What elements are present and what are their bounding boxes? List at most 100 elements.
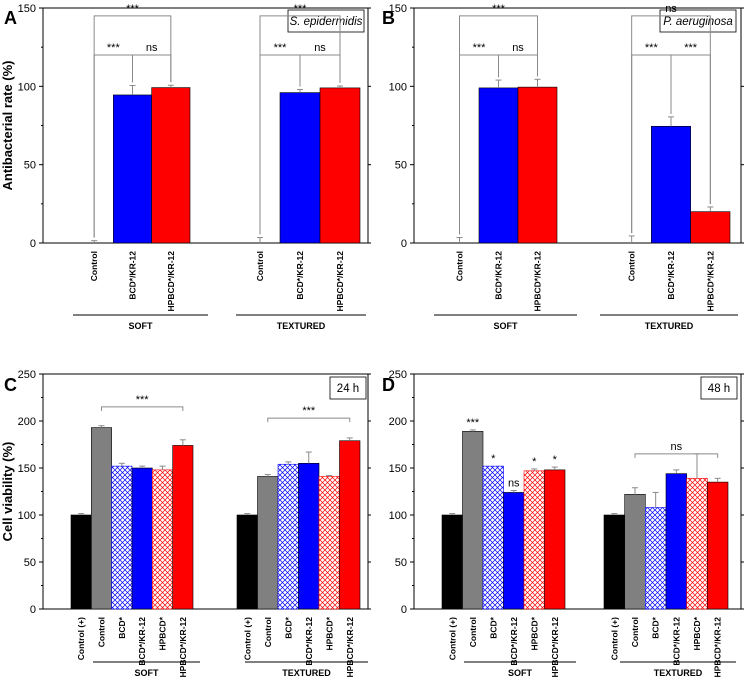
x-tick-label: BCD*/KR-12 [494, 251, 504, 300]
group-label: SOFT [135, 668, 160, 678]
significance-bracket [267, 417, 351, 423]
significance-label: ns [665, 3, 677, 15]
bar [236, 514, 258, 610]
title-box [329, 376, 367, 400]
x-tick-label: HPBCD*/KR-12 [713, 617, 723, 678]
bar [172, 445, 194, 610]
bar [517, 86, 558, 244]
x-tick-label: HPBCD*/KR-12 [533, 251, 543, 312]
significance-bracket [132, 54, 172, 83]
x-tick-label: HPBCD*/KR-12 [550, 617, 560, 678]
bar [651, 125, 691, 244]
y-tick-label: 50 [24, 160, 36, 172]
bar [686, 478, 708, 610]
bar [441, 514, 463, 610]
bar [523, 470, 545, 610]
group-label: TEXTURED [282, 668, 331, 678]
group-label: SOFT [494, 321, 519, 331]
bar [257, 476, 279, 610]
x-tick-label: Control [627, 251, 637, 281]
x-tick-label: BCD*/KR-12 [295, 251, 305, 300]
significance-label: *** [684, 42, 698, 54]
x-tick-label: HPBCD* [324, 616, 334, 650]
bar [279, 92, 321, 244]
y-tick-label: 0 [30, 604, 36, 616]
x-tick-label: HPBCD* [158, 616, 168, 650]
y-tick-label: 200 [18, 416, 36, 428]
y-tick-label: 0 [401, 238, 407, 250]
bar [624, 494, 646, 610]
panel-c: C 0 50 100 150 200 250 Cell viability (%) 24 h Co… [0, 369, 371, 678]
x-tick-label: Control [89, 251, 99, 281]
bar [298, 462, 320, 610]
bar [91, 427, 112, 610]
significance-label: ns [512, 42, 524, 54]
bar [544, 469, 566, 610]
y-tick-label: 250 [18, 369, 36, 381]
x-tick-label: Control [263, 617, 273, 647]
significance-label: ns [508, 478, 520, 490]
significance-label: * [553, 454, 558, 466]
y-tick-label: 100 [389, 510, 407, 522]
x-tick-label: Control (+) [609, 617, 619, 660]
chart-title: P. aeruginosa [663, 16, 732, 28]
x-tick-label: HPBCD*/KR-12 [345, 617, 355, 678]
y-tick-label: 150 [18, 3, 36, 15]
significance-label: *** [302, 405, 316, 417]
group-label: TEXTURED [277, 321, 326, 331]
x-tick-label: BCD* [283, 616, 293, 638]
y-tick-label: 0 [30, 238, 36, 250]
panel-b: B 0 50 100 150 P. aeruginosa Control BCD*/KR-12… [382, 3, 744, 331]
bar [131, 467, 153, 610]
bar [603, 514, 625, 610]
x-tick-label: BCD*/KR-12 [509, 617, 519, 666]
x-tick-label: BCD* [488, 616, 498, 638]
significance-bracket [299, 54, 341, 87]
bar [111, 465, 133, 610]
y-tick-label: 250 [389, 369, 407, 381]
group-label: TEXTURED [645, 321, 694, 331]
y-axis-label: Antibacterial rate (%) [0, 60, 15, 190]
panel-letter: C [4, 375, 17, 395]
significance-bracket [670, 54, 711, 204]
significance-label: *** [294, 3, 308, 15]
y-axis-label: Cell viability (%) [0, 442, 15, 542]
x-tick-label: BCD*/KR-12 [137, 617, 147, 666]
y-tick-label: 150 [389, 463, 407, 475]
group-label: SOFT [508, 668, 533, 678]
x-tick-label: BCD*/KR-12 [304, 617, 314, 666]
y-tick-label: 50 [24, 557, 36, 569]
bar [339, 440, 361, 610]
panel-letter: B [382, 8, 395, 28]
group-label: SOFT [129, 321, 154, 331]
x-tick-label: Control (+) [447, 617, 457, 660]
x-tick-label: Control [455, 251, 465, 281]
significance-label: ns [671, 441, 683, 453]
significance-label: *** [136, 394, 150, 406]
bar [503, 492, 525, 610]
bar [277, 463, 299, 610]
bar [318, 476, 340, 610]
bar [690, 211, 731, 244]
bar [707, 481, 729, 610]
bar [70, 514, 92, 610]
y-tick-label: 150 [18, 463, 36, 475]
y-tick-label: 100 [18, 510, 36, 522]
significance-label: ns [146, 42, 158, 54]
y-tick-label: 50 [395, 557, 407, 569]
y-tick-label: 100 [389, 81, 407, 93]
significance-bracket [498, 54, 538, 78]
significance-label: *** [466, 417, 480, 429]
significance-label: *** [126, 3, 140, 15]
bar [113, 94, 152, 244]
x-tick-label: Control (+) [76, 617, 86, 660]
significance-label: * [491, 453, 496, 465]
bar [482, 465, 504, 610]
x-tick-label: Control [97, 617, 107, 647]
x-tick-label: Control [630, 617, 640, 647]
y-tick-label: 100 [18, 81, 36, 93]
chart-title: 48 h [708, 383, 730, 395]
x-tick-label: HPBCD*/KR-12 [178, 617, 188, 678]
